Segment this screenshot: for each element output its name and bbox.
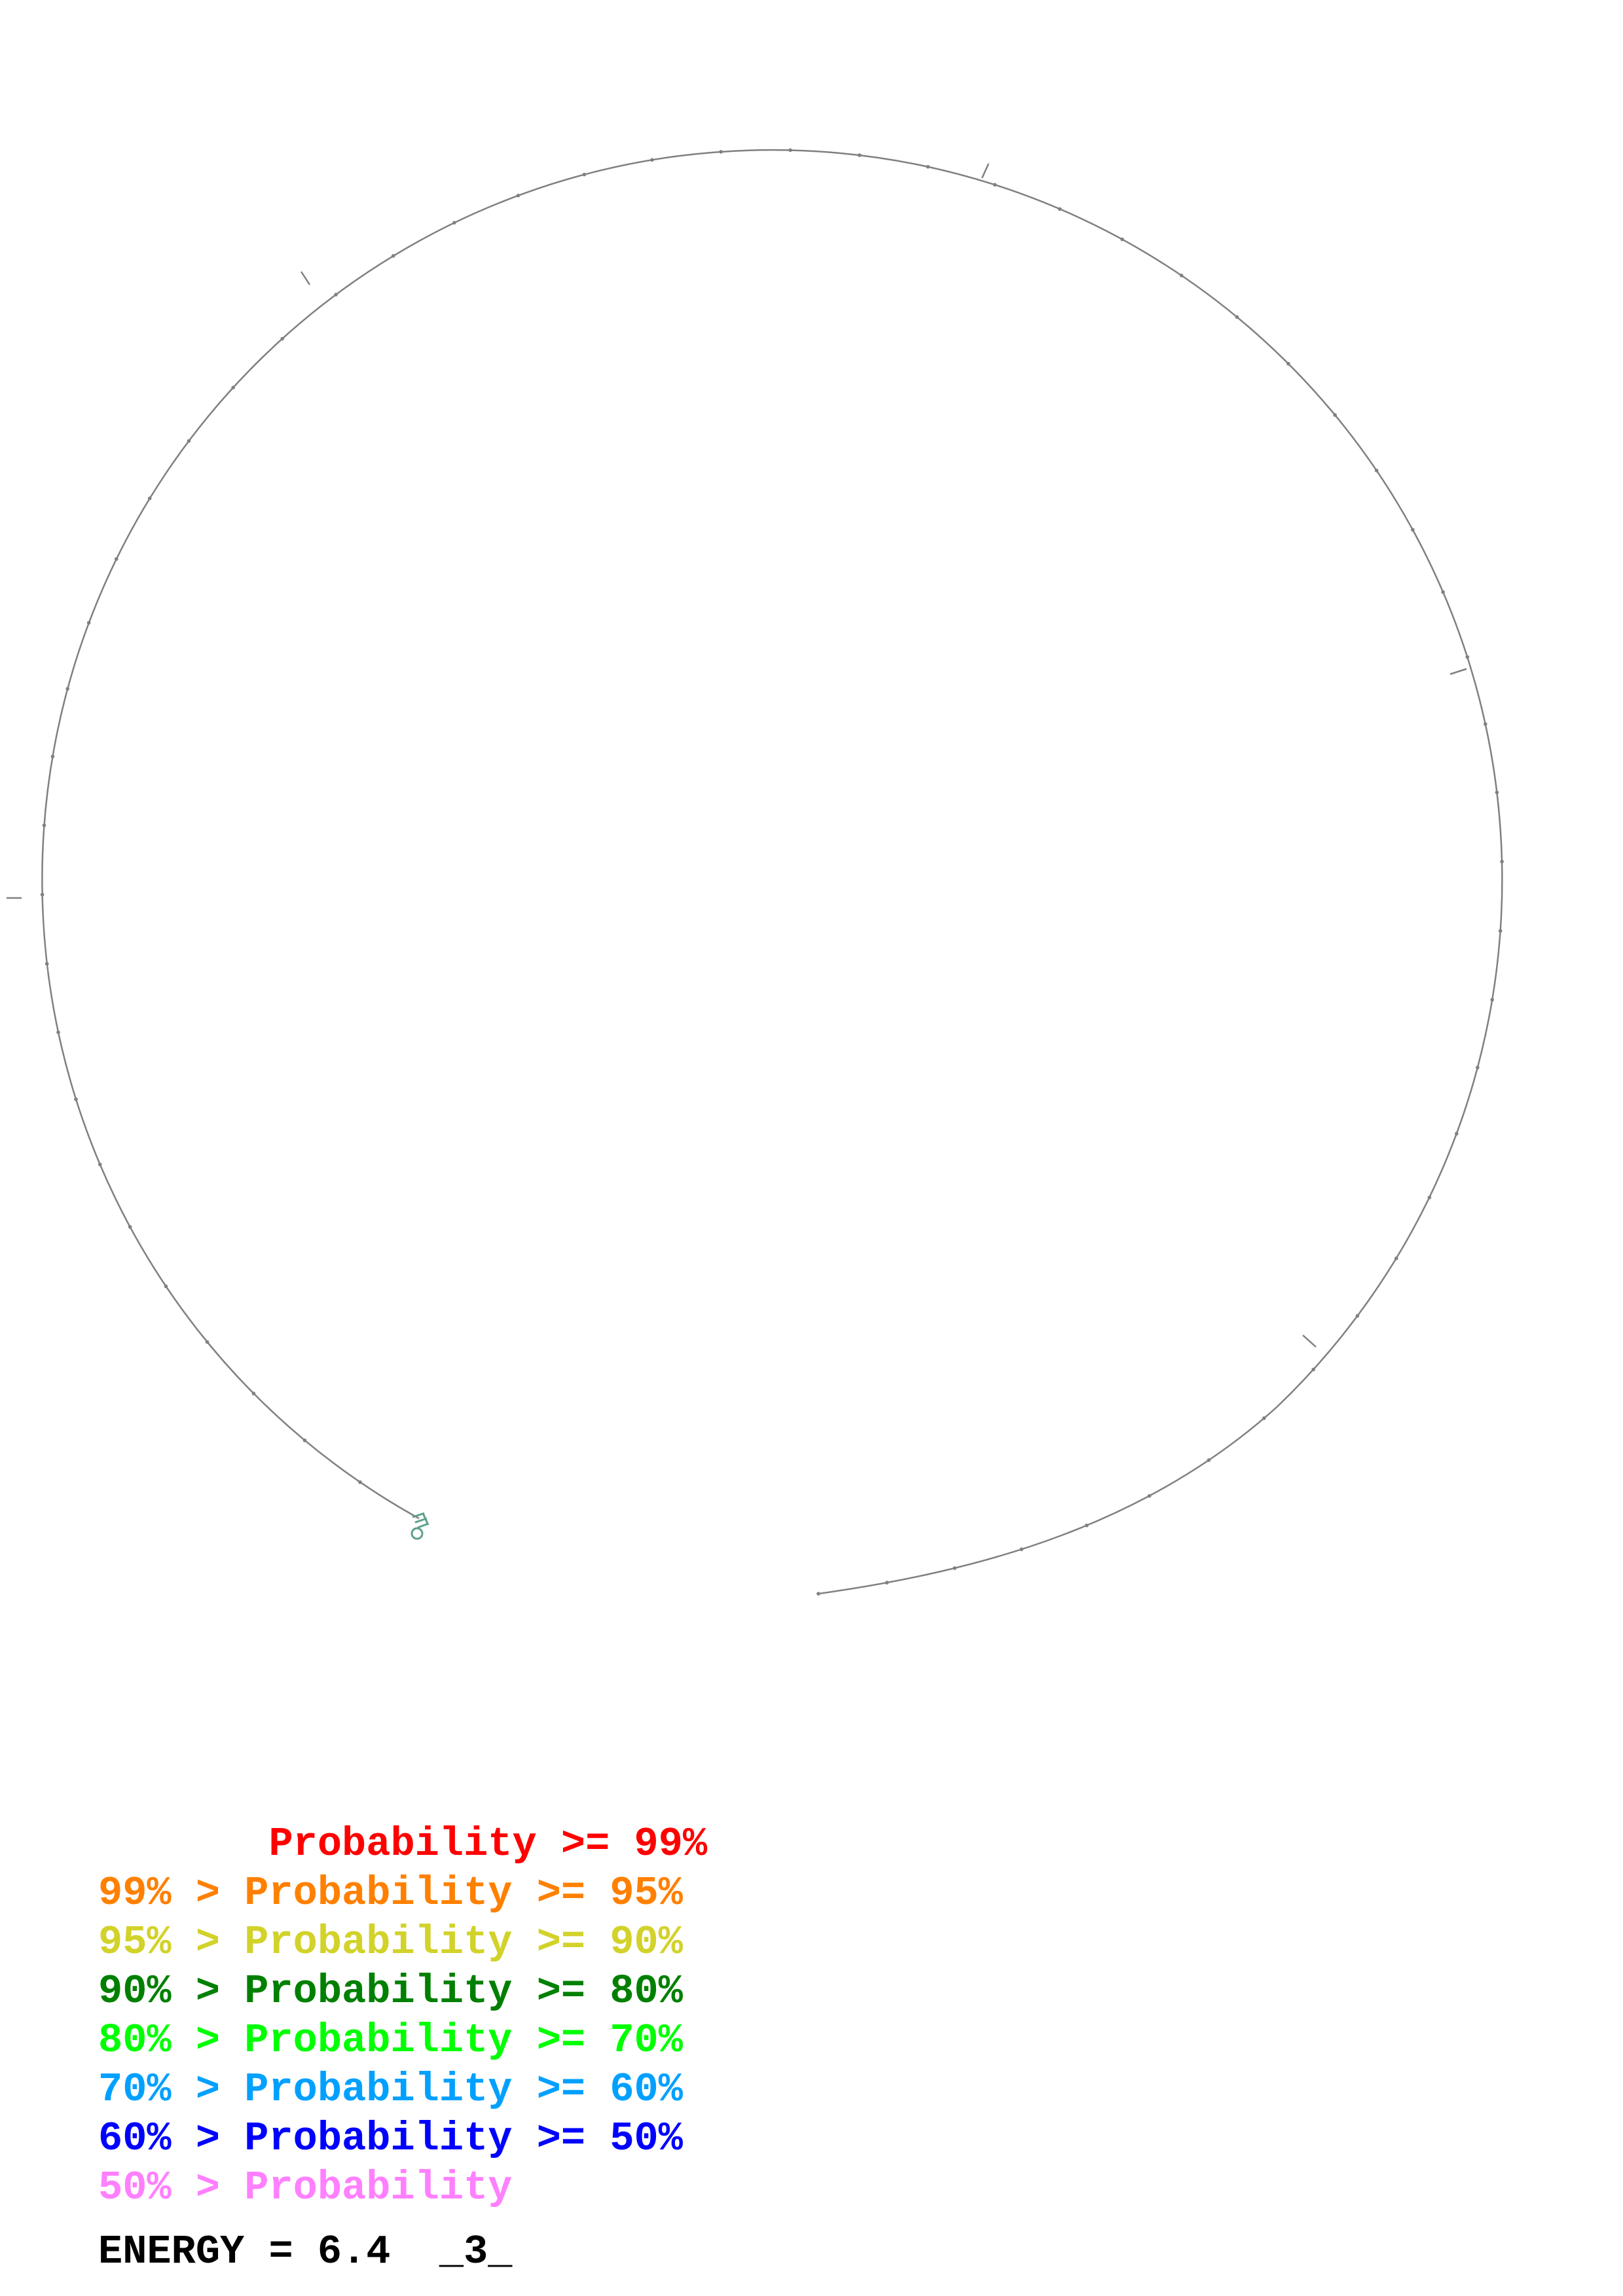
nucleotide-dot: [1394, 1256, 1398, 1261]
nucleotide-dot: [280, 336, 285, 341]
nucleotide-dot: [993, 183, 997, 187]
hairpin-stem-3: [417, 1522, 429, 1529]
probability-legend: Probability >= 99% 99% > Probability >= …: [98, 1820, 707, 2212]
nucleotide-dot: [719, 150, 723, 154]
nucleotide-dot: [86, 620, 91, 625]
nucleotide-dot: [1085, 1523, 1089, 1528]
nucleotide-dot: [1179, 274, 1184, 278]
nucleotide-dot: [205, 1340, 210, 1344]
nucleotide-dot: [1484, 722, 1487, 726]
legend-row-95: 99% > Probability >= 95%: [98, 1870, 683, 1916]
nucleotide-dot: [1355, 1314, 1360, 1318]
nucleotide-dot: [231, 386, 235, 389]
nucleotide-dot: [1498, 929, 1503, 933]
nucleotide-dot: [128, 1225, 132, 1229]
nucleotide-dot: [788, 148, 792, 152]
nucleotide-dot: [50, 755, 55, 759]
nucleotide-dot: [42, 823, 46, 827]
nucleotide-dot: [1333, 413, 1337, 417]
nucleotide-dot: [1500, 859, 1504, 864]
nucleotide-dot: [1019, 1547, 1024, 1551]
legend-row-60: 70% > Probability >= 60%: [98, 2066, 683, 2113]
legend-row-below-50: 50% > Probability: [98, 2164, 513, 2211]
legend-row-80: 90% > Probability >= 80%: [98, 1968, 683, 2015]
nucleotide-dot: [1490, 997, 1494, 1002]
legend-row-99: Probability >= 99%: [98, 1821, 708, 1867]
nucleotide-dot: [816, 1592, 820, 1596]
nucleotide-dot: [147, 496, 152, 501]
stub-upper-left: [300, 271, 311, 285]
nucleotide-dot: [1476, 1066, 1480, 1069]
nucleotide-dot: [98, 1162, 102, 1166]
stub-top: [981, 163, 990, 179]
legend-row-90: 95% > Probability >= 90%: [98, 1919, 683, 1965]
nucleotide-dot: [40, 893, 45, 897]
nucleotide-dot: [452, 221, 456, 225]
nucleotide-dot: [953, 1566, 957, 1570]
stub-lower-right: [1302, 1335, 1317, 1348]
unpaired-stubs: [7, 163, 1467, 1348]
nucleotide-dot: [302, 1438, 307, 1443]
nucleotide-dot: [650, 158, 654, 162]
nucleotide-dot: [45, 961, 49, 966]
hairpin-stem-4: [422, 1513, 429, 1526]
nucleotide-markers: [40, 148, 1504, 1596]
nucleotide-dot: [74, 1097, 78, 1102]
nucleotide-dot: [1441, 590, 1445, 594]
nucleotide-dot: [1455, 1132, 1459, 1136]
legend-row-70: 80% > Probability >= 70%: [98, 2017, 683, 2064]
nucleotide-dot: [1311, 1367, 1315, 1372]
legend-row-50: 60% > Probability >= 50%: [98, 2115, 683, 2162]
rna-secondary-structure-diagram: [7, 148, 1504, 1596]
nucleotide-dot: [358, 1480, 362, 1484]
nucleotide-dot: [926, 165, 930, 169]
nucleotide-dot: [56, 1030, 60, 1034]
hairpin-loop: [410, 1512, 429, 1540]
nucleotide-dot: [858, 153, 862, 157]
stub-right: [1450, 668, 1467, 675]
nucleotide-dot: [392, 254, 395, 258]
nucleotide-dot: [1262, 1416, 1266, 1420]
nucleotide-dot: [1120, 237, 1124, 242]
hairpin-loop-ring: [410, 1527, 424, 1540]
nucleotide-dot: [187, 439, 191, 443]
nucleotide-dot: [334, 293, 338, 297]
rna-backbone-strand: [41, 149, 1503, 1595]
nucleotide-dot: [114, 557, 119, 561]
nucleotide-dot: [1147, 1494, 1152, 1498]
nucleotide-dot: [1207, 1458, 1211, 1462]
nucleotide-dot: [1495, 790, 1499, 795]
nucleotide-dot: [1235, 315, 1239, 319]
nucleotide-dot: [1374, 469, 1379, 473]
nucleotide-dot: [582, 172, 587, 177]
nucleotide-dot: [164, 1284, 168, 1289]
nucleotide-dot: [516, 194, 520, 198]
nucleotide-dot: [251, 1391, 256, 1395]
nucleotide-dot: [1427, 1195, 1432, 1200]
nucleotide-dot: [1058, 207, 1062, 211]
nucleotide-dot: [884, 1581, 889, 1585]
nucleotide-dot: [1411, 528, 1415, 532]
energy-value: ENERGY = 6.4 _3_: [98, 2229, 513, 2275]
nucleotide-dot: [65, 687, 69, 691]
nucleotide-dot: [1465, 655, 1470, 659]
nucleotide-dot: [1286, 361, 1290, 366]
